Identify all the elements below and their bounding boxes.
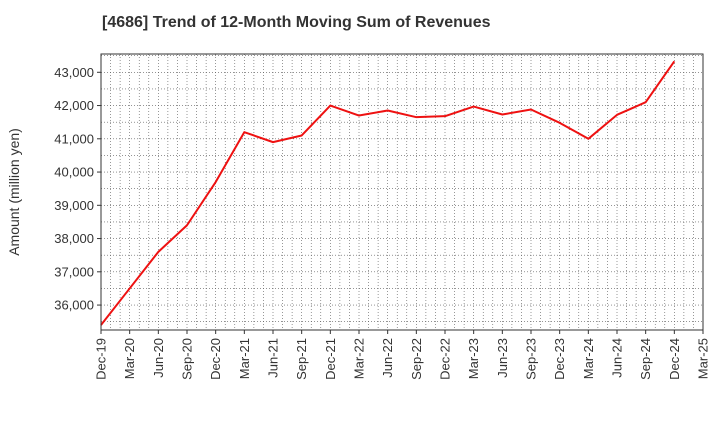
chart-title: [4686] Trend of 12-Month Moving Sum of R… [102, 14, 491, 31]
x-tick-label: Mar-22 [352, 338, 367, 379]
plot-frame [100, 53, 704, 331]
x-tick-label: Dec-19 [94, 338, 109, 380]
x-tick-label: Sep-22 [409, 338, 424, 380]
x-tick-label: Dec-24 [667, 338, 682, 380]
series-line [100, 60, 676, 326]
x-tick-label: Dec-20 [208, 338, 223, 380]
x-tick-label: Sep-23 [524, 338, 539, 380]
x-tick-label: Jun-24 [610, 338, 625, 378]
x-tick-label: Sep-24 [638, 338, 653, 380]
plot-area [101, 54, 703, 330]
x-tick-label: Sep-20 [180, 338, 195, 380]
x-tick-label: Dec-22 [438, 338, 453, 380]
x-tick-label: Jun-20 [151, 338, 166, 378]
y-tick-label: 42,000 [54, 98, 94, 113]
y-tick-label: 39,000 [54, 198, 94, 213]
x-tick-label: Mar-24 [581, 338, 596, 379]
x-tick-label: Sep-21 [294, 338, 309, 380]
x-tick-label: Mar-23 [466, 338, 481, 379]
y-tick-label: 43,000 [54, 65, 94, 80]
y-axis-ticks: 36,000 37,000 38,000 39,000 40,000 41,000 42,0… [54, 65, 101, 313]
x-tick-label: Mar-25 [696, 338, 711, 379]
x-tick-label: Mar-20 [122, 338, 137, 379]
x-tick-label: Dec-21 [323, 338, 338, 380]
y-tick-label: 36,000 [54, 298, 94, 313]
y-tick-label: 41,000 [54, 131, 94, 146]
x-tick-label: Jun-23 [495, 338, 510, 378]
x-tick-label: Mar-21 [237, 338, 252, 379]
x-axis-ticks: Dec-19 Mar-20 Jun-20 Sep-20 Dec-20 Mar-21 Jun-… [94, 330, 711, 380]
y-axis-label: Amount (million yen) [6, 128, 22, 256]
x-tick-label: Jun-21 [266, 338, 281, 378]
y-tick-label: 37,000 [54, 264, 94, 279]
grid [101, 54, 703, 330]
x-tick-label: Jun-22 [380, 338, 395, 378]
y-tick-label: 38,000 [54, 231, 94, 246]
x-tick-label: Dec-23 [552, 338, 567, 380]
y-tick-label: 40,000 [54, 165, 94, 180]
